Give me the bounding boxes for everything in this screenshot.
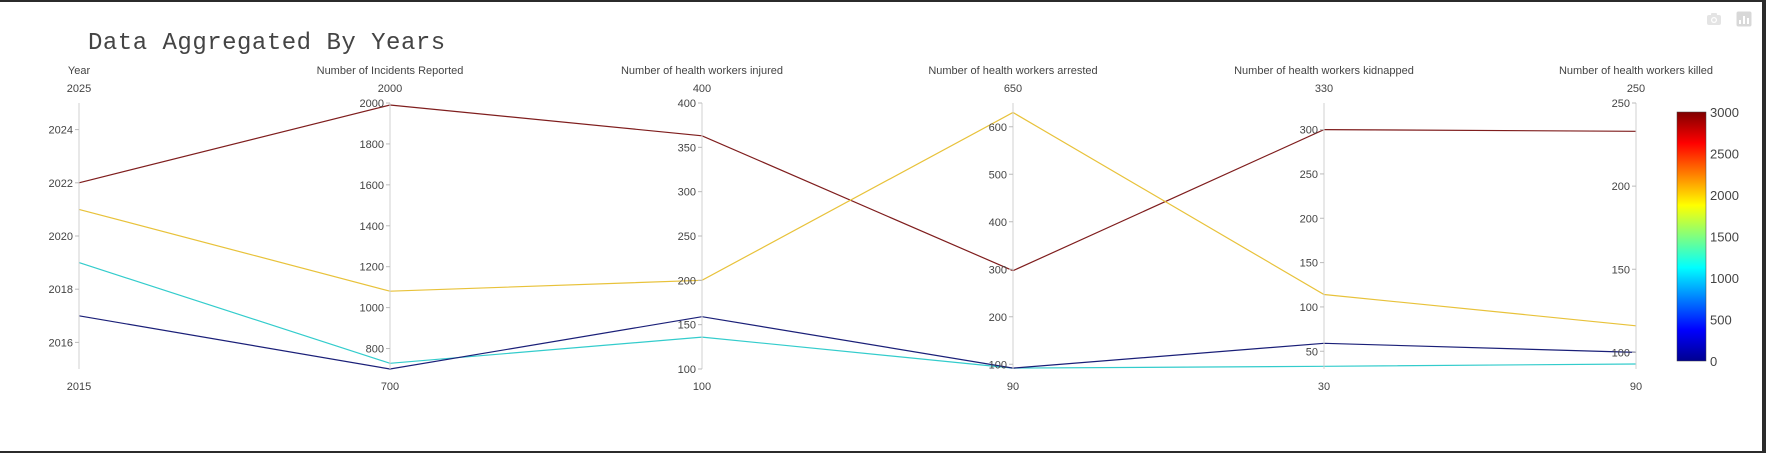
colorbar-gradient (1676, 111, 1707, 362)
axis-tick-label: 350 (678, 142, 696, 154)
record-line-2 (78, 262, 1637, 369)
axis-label: Number of health workers kidnapped (1234, 65, 1414, 77)
axis-tick-label: 200 (678, 275, 696, 287)
colorbar-tick-label: 500 (1710, 313, 1732, 328)
axis-label: Number of health workers arrested (928, 65, 1097, 77)
axis-tick-label: 200 (1612, 181, 1630, 193)
window-frame-right (1762, 0, 1766, 453)
window-frame-top (0, 0, 1766, 2)
axis-tick-label: 100 (1300, 302, 1318, 314)
axis-label: Year (68, 65, 91, 77)
axis-range-max: 250 (1627, 83, 1645, 95)
colorbar-tick-label: 0 (1710, 354, 1717, 369)
axis-range-min: 700 (381, 381, 399, 393)
axis-5[interactable]: Number of health workers killed 250 90 100 1… (1559, 65, 1713, 393)
record-line-3 (78, 315, 1637, 370)
bar-chart-icon[interactable] (1736, 11, 1752, 27)
axis-tick-label: 300 (678, 187, 696, 199)
colorbar-tick-label: 2500 (1710, 147, 1739, 162)
axis-0[interactable]: Year 2025 2015 2016 2018 2020 2022 2024 (49, 65, 92, 393)
axis-tick-label: 1000 (360, 303, 384, 315)
axis-tick-label: 100 (678, 364, 696, 376)
axes: Year 2025 2015 2016 2018 2020 2022 2024 Number o… (49, 65, 1714, 393)
axis-range-max: 2025 (67, 83, 91, 95)
chart-title: Data Aggregated By Years (88, 30, 446, 57)
axis-tick-label: 1200 (360, 262, 384, 274)
axis-tick-label: 2022 (49, 178, 73, 190)
axis-tick-label: 200 (989, 312, 1007, 324)
axis-tick-label: 300 (989, 264, 1007, 276)
colorbar-tick-label: 2000 (1710, 188, 1739, 203)
record-lines (78, 104, 1637, 370)
axis-tick-label: 2018 (49, 284, 73, 296)
axis-tick-label: 800 (366, 344, 384, 356)
axis-range-min: 100 (693, 381, 711, 393)
axis-tick-label: 150 (1300, 258, 1318, 270)
axis-tick-label: 300 (1300, 125, 1318, 137)
axis-tick-label: 1600 (360, 180, 384, 192)
axis-tick-label: 50 (1306, 346, 1318, 358)
axis-tick-label: 250 (1612, 98, 1630, 110)
axis-tick-label: 400 (678, 98, 696, 110)
axis-range-min: 90 (1007, 381, 1019, 393)
record-line-0 (78, 104, 1637, 272)
axis-tick-label: 250 (678, 231, 696, 243)
axis-range-min: 90 (1630, 381, 1642, 393)
axis-tick-label: 250 (1300, 169, 1318, 181)
axis-tick-label: 150 (678, 320, 696, 332)
axis-range-max: 400 (693, 83, 711, 95)
axis-tick-label: 2016 (49, 337, 73, 349)
window-frame-bottom (0, 451, 1766, 453)
axis-range-max: 650 (1004, 83, 1022, 95)
axis-tick-label: 200 (1300, 213, 1318, 225)
axis-tick-label: 2020 (49, 231, 73, 243)
axis-tick-label: 600 (989, 122, 1007, 134)
axis-tick-label: 500 (989, 169, 1007, 181)
axis-range-min: 30 (1318, 381, 1330, 393)
camera-icon[interactable] (1706, 11, 1722, 27)
colorbar: 0 500 1000 1500 2000 2500 3000 (1676, 105, 1739, 369)
colorbar-tick-label: 1000 (1710, 271, 1739, 286)
colorbar-tick-label: 3000 (1710, 105, 1739, 120)
axis-label: Number of health workers injured (621, 65, 783, 77)
axis-4[interactable]: Number of health workers kidnapped 330 30 5… (1234, 65, 1414, 393)
axis-1[interactable]: Number of Incidents Reported 2000 700 800 10… (317, 65, 464, 393)
colorbar-tick-label: 1500 (1710, 230, 1739, 245)
axis-label: Number of health workers killed (1559, 65, 1713, 77)
axis-label: Number of Incidents Reported (317, 65, 464, 77)
axis-range-min: 2015 (67, 381, 91, 393)
axis-range-max: 330 (1315, 83, 1333, 95)
modebar (1706, 11, 1752, 27)
axis-tick-label: 100 (1612, 347, 1630, 359)
axis-tick-label: 150 (1612, 264, 1630, 276)
axis-tick-label: 2000 (360, 98, 384, 110)
axis-3[interactable]: Number of health workers arrested 650 9010… (928, 65, 1097, 393)
axis-2[interactable]: Number of health workers injured 400 100 10… (621, 65, 783, 393)
record-line-1 (78, 111, 1637, 327)
axis-range-max: 2000 (378, 83, 402, 95)
axis-tick-label: 100 (989, 359, 1007, 371)
axis-tick-label: 2024 (49, 125, 73, 137)
axis-tick-label: 400 (989, 217, 1007, 229)
axis-tick-label: 1800 (360, 139, 384, 151)
axis-tick-label: 1400 (360, 221, 384, 233)
